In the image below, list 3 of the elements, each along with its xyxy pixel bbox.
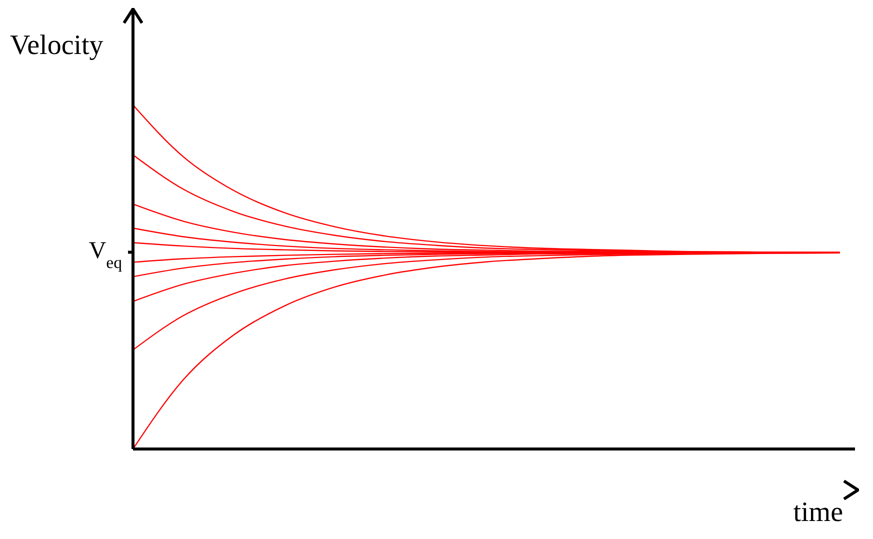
text: V$_{eq}$ <box>88 238 123 272</box>
x-axis-title: time <box>793 497 843 529</box>
y-axis-title: Velocity <box>10 30 104 62</box>
